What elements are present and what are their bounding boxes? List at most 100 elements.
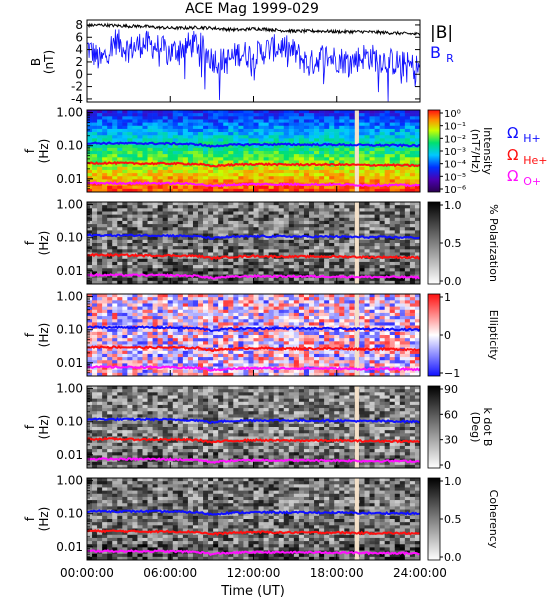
intensity-yunit: (Hz) bbox=[37, 139, 51, 164]
ellipticity-cb-label: Ellipticity bbox=[487, 310, 500, 361]
b-ytick-label: 2 bbox=[75, 55, 83, 69]
coherency-cb-tick-label: 1.0 bbox=[444, 475, 462, 488]
coherency-cb-tick-label: 0.0 bbox=[444, 551, 462, 564]
ellipticity-ytick-label: 1.00 bbox=[56, 290, 83, 304]
b-ytick-label: 6 bbox=[75, 30, 83, 44]
intensity-cb-tick-label: 10⁻⁶ bbox=[444, 185, 466, 196]
b-legend-radial: B R bbox=[430, 43, 454, 65]
b-ytick-label: 4 bbox=[75, 43, 83, 57]
coherency-omega-he-line bbox=[86, 529, 421, 537]
ellipticity-omega-o-line bbox=[86, 365, 421, 372]
ellipticity-omega-he-line bbox=[86, 345, 421, 353]
polarization-omega-he-line bbox=[86, 252, 421, 261]
kdotb-omega-h-line bbox=[86, 417, 421, 425]
ellipticity-ytick-label: 0.01 bbox=[56, 356, 83, 370]
ellipticity-omega-h-line bbox=[86, 325, 421, 333]
ellipticity-cb-tick-label: 1 bbox=[444, 291, 451, 304]
kdotb-colorbar bbox=[427, 385, 441, 469]
figure-title: ACE Mag 1999-029 bbox=[185, 1, 319, 17]
x-tick-label: 00:00:00 bbox=[60, 566, 114, 580]
legend-omega-he-sub: He+ bbox=[523, 154, 547, 167]
ellipticity-ylabel: f bbox=[23, 332, 37, 337]
coherency-data-gap bbox=[354, 478, 359, 560]
intensity-cb-tick-label: 10⁻⁵ bbox=[444, 172, 466, 183]
b-radial-series bbox=[86, 29, 421, 102]
b-series-group bbox=[86, 22, 421, 102]
intensity-ytick-label: 0.01 bbox=[56, 172, 83, 186]
ellipticity-ytick-label: 0.10 bbox=[56, 323, 83, 337]
polarization-omega-o-line bbox=[86, 272, 421, 280]
polarization-cb-tick-label: 0.0 bbox=[444, 275, 462, 288]
kdotb-ytick-label: 0.01 bbox=[56, 448, 83, 462]
polarization-ytick-label: 0.10 bbox=[56, 231, 83, 245]
b-yunit: (nT) bbox=[42, 50, 56, 74]
legend-omega-he-main: Ω bbox=[507, 146, 518, 164]
intensity-data-gap bbox=[354, 110, 359, 192]
coherency-omega-o-line bbox=[86, 549, 421, 556]
kdotb-cb-tick-label: 90 bbox=[444, 383, 458, 396]
polarization-cb-tick-label: 1.0 bbox=[444, 199, 462, 212]
kdotb-cb-unit: (Deg) bbox=[469, 412, 482, 443]
polarization-panel: 1.00 0.10 0.01 f (Hz) 1.0 0.5 0.0 % Polarization bbox=[23, 198, 500, 288]
x-tick-label: 24:00:00 bbox=[393, 566, 447, 580]
b-ytick-label: 0 bbox=[75, 67, 83, 81]
polarization-cb-label: % Polarization bbox=[487, 204, 500, 282]
kdotb-ytick-label: 1.00 bbox=[56, 382, 83, 396]
b-legend-magnitude: |B| bbox=[430, 23, 453, 43]
intensity-ylabel: f bbox=[23, 148, 37, 153]
intensity-panel: 1.00 0.10 0.01 f (Hz) 10⁰ 10⁻¹10⁻² 10⁻³ 10⁻⁴10⁻⁵… bbox=[23, 106, 494, 196]
ellipticity-cb-tick-label: 0 bbox=[444, 329, 451, 342]
kdotb-cb-label: k dot B bbox=[481, 408, 494, 447]
polarization-data-gap bbox=[354, 202, 359, 284]
x-axis: 00:00:00 06:00:00 12:00:00 18:00:00 24:00:00 bbox=[60, 96, 447, 580]
intensity-ytick-label: 1.00 bbox=[56, 106, 83, 120]
legend-omega-o: Ω O+ bbox=[507, 167, 541, 188]
intensity-colorbar bbox=[427, 109, 441, 193]
polarization-cb-tick-label: 0.5 bbox=[444, 237, 462, 250]
coherency-ytick-label: 0.10 bbox=[56, 507, 83, 521]
kdotb-cb-tick-label: 60 bbox=[444, 408, 458, 421]
coherency-ytick-label: 0.01 bbox=[56, 540, 83, 554]
intensity-omega-h-line bbox=[86, 141, 421, 149]
coherency-cb-tick-label: 0.5 bbox=[444, 513, 462, 526]
kdotb-ylabel: f bbox=[23, 424, 37, 429]
polarization-colorbar bbox=[427, 201, 441, 285]
legend-omega-o-sub: O+ bbox=[523, 175, 541, 188]
legend-omega-h-sub: H+ bbox=[523, 132, 541, 145]
ellipticity-data-gap bbox=[354, 294, 359, 376]
intensity-cb-unit: (nT²/Hz) bbox=[469, 129, 482, 173]
spectrogram-panels: 1.000.100.01f (Hz)10⁰10⁻¹10⁻²10⁻³10⁻⁴10⁻⁵… bbox=[23, 106, 500, 564]
b-legend-radial-sub: R bbox=[446, 52, 454, 65]
b-ytick-label: -2 bbox=[71, 80, 83, 94]
x-tick-label: 12:00:00 bbox=[227, 566, 281, 580]
coherency-ytick-label: 1.00 bbox=[56, 474, 83, 488]
kdotb-data-gap bbox=[354, 386, 359, 468]
polarization-ytick-label: 0.01 bbox=[56, 264, 83, 278]
b-magnitude-series bbox=[86, 22, 421, 36]
coherency-ylabel: f bbox=[23, 516, 37, 521]
b-ylabel: B bbox=[29, 58, 43, 66]
polarization-ytick-label: 1.00 bbox=[56, 198, 83, 212]
intensity-cb-tick-label: 10⁻³ bbox=[444, 147, 466, 158]
coherency-colorbar bbox=[427, 477, 441, 561]
coherency-panel: 1.00 0.10 0.01 f (Hz) 1.0 0.5 0.0 Coherency bbox=[23, 474, 500, 564]
intensity-cb-tick-label: 10⁻¹ bbox=[444, 122, 466, 133]
ellipticity-yunit: (Hz) bbox=[37, 323, 51, 348]
legend-omega-o-main: Ω bbox=[507, 167, 518, 185]
polarization-omega-h-line bbox=[86, 233, 421, 241]
ellipticity-panel: 1.00 0.10 0.01 f (Hz) 1 0 −1 Ellipticity bbox=[23, 290, 500, 380]
ellipticity-cells bbox=[87, 294, 421, 377]
gyro-legend: Ω H+ Ω He+ Ω O+ bbox=[507, 124, 548, 188]
b-ytick-label: -4 bbox=[71, 92, 83, 106]
polarization-cells bbox=[87, 202, 421, 285]
legend-omega-h-main: Ω bbox=[507, 124, 518, 142]
polarization-ylabel: f bbox=[23, 240, 37, 245]
intensity-omega-he-line bbox=[86, 160, 421, 168]
ellipticity-colorbar bbox=[427, 293, 441, 377]
kdotb-ytick-label: 0.10 bbox=[56, 415, 83, 429]
polarization-yunit: (Hz) bbox=[37, 231, 51, 256]
intensity-cb-tick-label: 10⁰ bbox=[444, 109, 461, 120]
